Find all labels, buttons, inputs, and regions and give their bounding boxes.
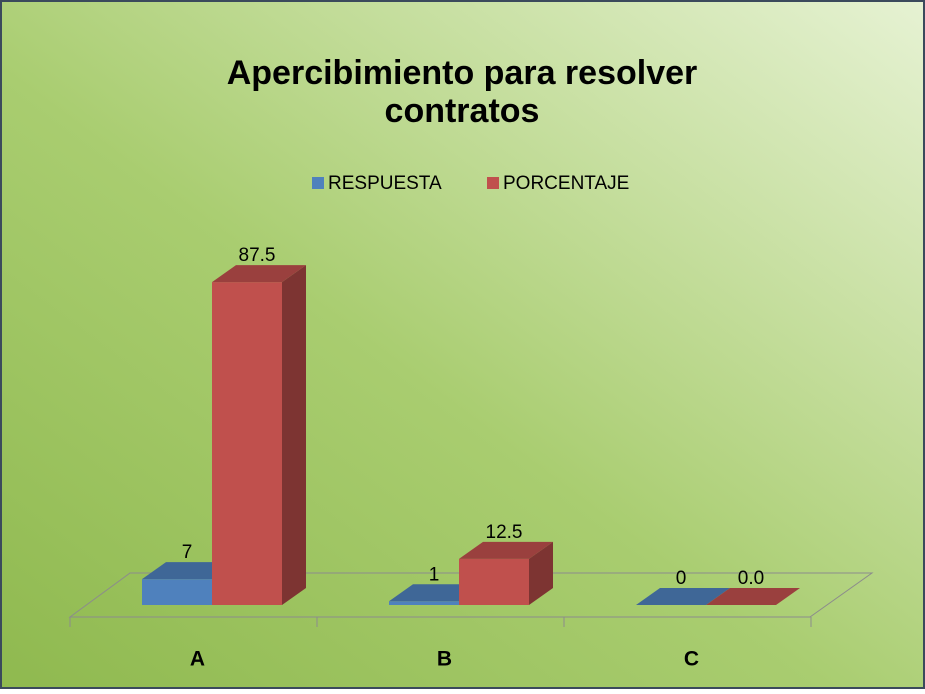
x-tick-label: A bbox=[190, 648, 205, 671]
bar bbox=[212, 282, 282, 605]
data-label: 0 bbox=[676, 568, 687, 589]
legend-swatch bbox=[487, 177, 499, 189]
x-tick-label: B bbox=[437, 648, 452, 671]
bar bbox=[459, 558, 529, 605]
data-label: 0.0 bbox=[738, 568, 764, 589]
bar-top bbox=[636, 588, 730, 605]
legend-swatch bbox=[312, 177, 324, 189]
legend-label: RESPUESTA bbox=[328, 173, 442, 194]
chart-title: Apercibimiento para resolver contratos bbox=[227, 54, 698, 130]
legend-label: PORCENTAJE bbox=[503, 173, 629, 194]
bar-top bbox=[459, 541, 553, 559]
bar bbox=[142, 579, 212, 605]
floor bbox=[68, 572, 874, 618]
bar-side bbox=[282, 265, 306, 605]
bar-top bbox=[212, 265, 306, 283]
data-label: 87.5 bbox=[239, 245, 276, 266]
data-label: 7 bbox=[182, 542, 193, 563]
bar-top bbox=[706, 588, 800, 605]
bar bbox=[389, 601, 459, 605]
x-tick-label: C bbox=[684, 648, 699, 671]
bar-side bbox=[529, 541, 553, 605]
data-label: 1 bbox=[429, 564, 440, 585]
data-label: 12.5 bbox=[486, 522, 523, 543]
